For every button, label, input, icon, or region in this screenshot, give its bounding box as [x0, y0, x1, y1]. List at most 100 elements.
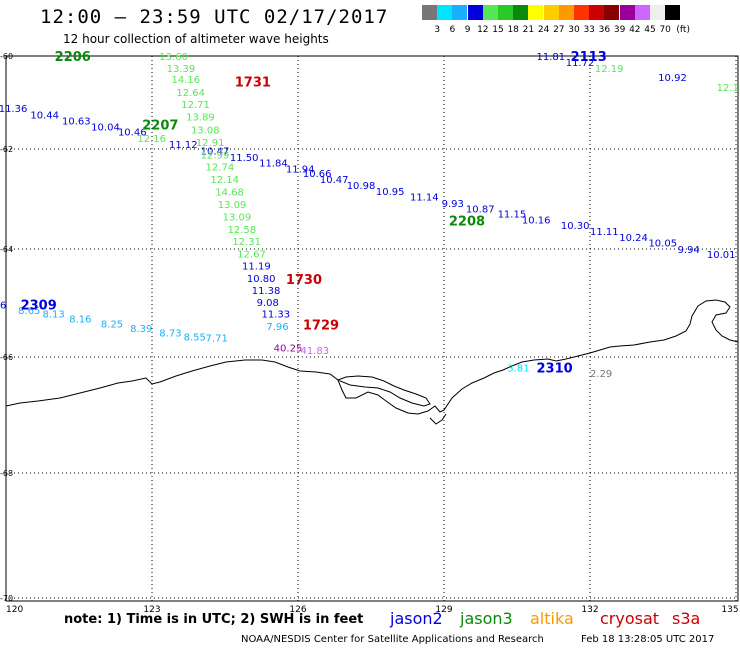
- latitude-label: -60: [0, 52, 13, 61]
- longitude-label: 126: [289, 605, 306, 615]
- track-time-labels: 2206220717312113220817302308230917292310: [21, 50, 607, 377]
- legend-swatch: [498, 5, 513, 20]
- wave-height-value: 10.98: [347, 181, 376, 192]
- wave-height-value: 8.13: [43, 310, 65, 321]
- wave-height-value: 12.71: [181, 100, 210, 111]
- wave-height-value: 13.89: [186, 112, 215, 123]
- wave-height-value: 10.95: [376, 187, 405, 198]
- footer-note: note: 1) Time is in UTC; 2) SWH is in fe…: [64, 612, 364, 627]
- latitude-label: -62: [0, 145, 13, 154]
- wave-height-value: 12.16: [137, 134, 166, 145]
- wave-height-value: 11.14: [410, 192, 439, 203]
- legend-tick-label: 36: [598, 25, 611, 35]
- track-time-label: 1730: [286, 273, 322, 288]
- legend-swatch: [543, 5, 559, 20]
- wave-height-value: 10.47: [201, 147, 230, 158]
- legend-swatch: [634, 5, 650, 20]
- wave-height-value: 11.81: [537, 52, 566, 63]
- wave-height-value: 10.05: [648, 238, 677, 249]
- wave-height-value: 10.44: [30, 110, 59, 121]
- legend-tick-label: 15: [492, 25, 504, 35]
- wave-height-value: 10.92: [658, 73, 687, 84]
- wave-height-value: 12.11: [717, 83, 740, 94]
- wave-height-value: 9.08: [257, 298, 279, 309]
- track-time-label: 2206: [55, 50, 91, 65]
- wave-height-value: 12.58: [227, 225, 256, 236]
- longitude-label: 120: [6, 605, 23, 615]
- wave-height-value: 2.29: [590, 369, 612, 380]
- wave-height-value: 11.33: [262, 310, 291, 321]
- track-time-label: 2113: [571, 50, 607, 65]
- wave-height-value: 12.67: [237, 250, 266, 261]
- wave-height-value: 9.93: [442, 199, 464, 210]
- wave-height-value: 11.38: [252, 286, 281, 297]
- wave-height-value: 9.94: [678, 245, 700, 256]
- track-time-label: 2207: [142, 119, 178, 134]
- wave-height-value: 10.47: [320, 175, 349, 186]
- legend-tick-label: 21: [522, 25, 535, 35]
- legend-swatch: [482, 5, 498, 20]
- wave-height-value: 11.19: [242, 262, 271, 273]
- track-time-label: 2310: [537, 362, 573, 377]
- wave-height-value: 13.39: [167, 64, 196, 75]
- legend-tick-label: 9: [464, 25, 471, 35]
- longitude-label: 135: [721, 605, 738, 615]
- wave-height-value: 3.81: [507, 364, 529, 375]
- coastline-inlet-path: [429, 413, 447, 425]
- satellite-altika: altika: [530, 609, 574, 628]
- wave-height-value: 11.15: [498, 210, 527, 221]
- wave-height-value: 10.30: [561, 221, 590, 232]
- latitude-label: -66: [0, 353, 13, 362]
- legend-swatch: [650, 5, 665, 20]
- ice-shelf-path: [336, 375, 431, 407]
- satellite-s3a: s3a: [672, 609, 701, 628]
- wave-height-value: 8.55: [184, 332, 206, 343]
- legend-tick-label: 33: [583, 25, 595, 35]
- latitude-label: -70: [0, 594, 13, 603]
- legend-swatch: [619, 5, 635, 20]
- wave-height-value: 7.96: [266, 322, 288, 333]
- wave-height-value: 12.14: [210, 175, 239, 186]
- legend-tick-label: 27: [553, 25, 565, 35]
- wave-height-value: 13.60: [159, 52, 188, 63]
- wave-height-value: 8.16: [69, 314, 91, 325]
- track-time-label: 1729: [303, 318, 339, 333]
- legend-swatch: [558, 5, 574, 20]
- wave-height-value: 10.87: [466, 204, 495, 215]
- satellite-cryosat: cryosat: [600, 609, 660, 628]
- legend-swatch: [604, 5, 620, 20]
- wave-height-value: 13.09: [223, 212, 252, 223]
- legend-tick-label: 70: [659, 25, 671, 35]
- wave-height-value: 14.16: [171, 75, 200, 86]
- legend-tick-label: 3: [434, 25, 441, 35]
- wave-height-value: 10.01: [707, 250, 736, 261]
- wave-height-value: 10.04: [91, 123, 120, 134]
- wave-height-value: 8.25: [101, 319, 123, 330]
- legend-swatch: [437, 5, 453, 20]
- wave-height-value: 11.36: [0, 104, 27, 115]
- wave-height-value: 11.12: [169, 140, 198, 151]
- satellite-jason3: jason3: [460, 609, 513, 628]
- longitude-label: 132: [581, 605, 598, 615]
- legend-swatch: [452, 5, 468, 20]
- longitude-label: 129: [435, 605, 452, 615]
- legend-tick-label: 6: [449, 25, 456, 35]
- legend-swatch: [665, 5, 681, 20]
- wave-height-value: 12.99: [201, 150, 230, 161]
- legend-unit: (ft): [676, 25, 690, 35]
- legend-tick-label: 30: [568, 25, 580, 35]
- satellite-jason2: jason2: [390, 609, 443, 628]
- wave-height-value: 10.63: [62, 116, 91, 127]
- wave-height-value: 12.19: [595, 64, 624, 75]
- wave-height-value: 10.46: [118, 128, 147, 139]
- legend-swatch: [467, 5, 483, 20]
- latitude-label: -68: [0, 469, 13, 478]
- map-subtitle: 12 hour collection of altimeter wave hei…: [63, 32, 329, 46]
- longitude-label: 123: [143, 605, 160, 615]
- wave-height-value: 40.25: [274, 344, 303, 355]
- wave-height-value: 11.11: [590, 227, 619, 238]
- wave-height-value: 10.80: [247, 274, 276, 285]
- credit-line: NOAA/NESDIS Center for Satellite Applica…: [241, 634, 544, 645]
- wave-height-value: 11.72: [566, 58, 595, 69]
